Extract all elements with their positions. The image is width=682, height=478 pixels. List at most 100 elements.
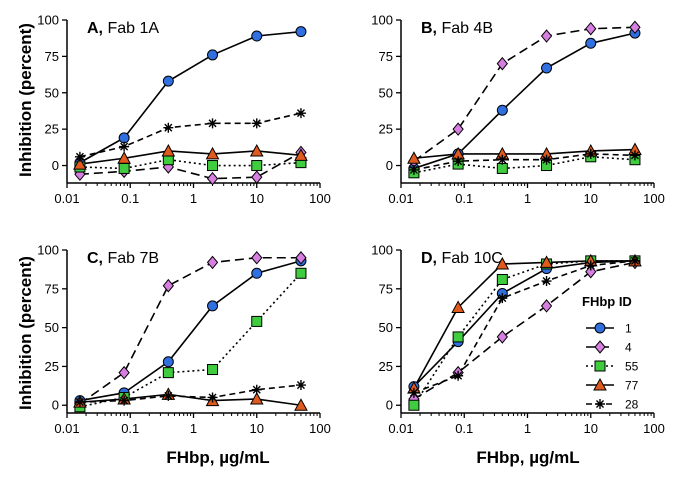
data-point-series-28	[497, 154, 508, 165]
y-tick-label: 100	[37, 13, 59, 28]
data-point-series-28	[163, 122, 174, 133]
x-tick-label: 100	[309, 421, 331, 436]
legend-marker-4	[594, 340, 606, 354]
series-line-1	[413, 260, 635, 388]
y-tick-label: 100	[371, 13, 393, 28]
data-point-series-28	[295, 108, 306, 119]
series-line-28	[413, 153, 635, 171]
panel-3: 0 25 50 75 100 0.01 0.1 1 10 100 C, Fab 7B	[37, 243, 331, 437]
panel-title: B, Fab 4B	[421, 20, 493, 37]
data-point-series-28	[453, 156, 464, 167]
legend-marker-55	[594, 360, 606, 372]
legend-label-1: 1	[625, 322, 632, 336]
data-point-series-77	[294, 398, 308, 411]
data-point-series-28	[453, 370, 464, 381]
panel-title-letter: B,	[421, 20, 441, 37]
y-tick-label: 75	[379, 49, 393, 64]
y-tick-label: 0	[52, 158, 59, 173]
data-point-series-1	[207, 49, 219, 61]
x-tick-label: 10	[250, 421, 264, 436]
data-point-series-4	[251, 170, 263, 184]
data-point-series-28	[119, 395, 130, 406]
series-line-4	[79, 151, 302, 180]
data-point-series-28	[207, 118, 218, 129]
series-line-77	[413, 260, 635, 389]
data-point-series-55	[118, 162, 130, 174]
y-axis-title-top: Inhibition (percent)	[16, 23, 35, 177]
data-point-series-1	[496, 104, 508, 116]
data-point-series-77	[451, 300, 465, 313]
legend-label-77: 77	[625, 379, 639, 393]
series-line-55	[79, 272, 302, 408]
legend-label-4: 4	[625, 341, 632, 355]
data-point-series-4	[496, 330, 508, 344]
series-line-28	[79, 112, 302, 158]
panel-title-text: Fab 7B	[107, 250, 159, 267]
x-axis-title-right: FHbp, µg/mL	[476, 448, 579, 467]
data-point-series-55	[207, 364, 219, 376]
legend-marker-1	[594, 322, 606, 334]
data-point-series-28	[251, 118, 262, 129]
panel-title-text: Fab 1A	[107, 20, 159, 37]
y-tick-label: 100	[37, 243, 59, 258]
legend-title: FHbp ID	[582, 294, 632, 309]
data-point-series-1	[162, 75, 174, 87]
x-tick-label: 0.01	[388, 191, 413, 206]
data-point-series-55	[251, 160, 263, 172]
series-line-77	[79, 150, 302, 165]
data-point-series-55	[496, 273, 508, 285]
panel-2: 0 25 50 75 100 0.01 0.1 1 10 100 B, Fab 4B	[371, 13, 665, 207]
x-tick-label: 1	[190, 191, 197, 206]
data-point-series-77	[539, 255, 554, 268]
panel-title-text: Fab 10C	[441, 250, 502, 267]
data-point-series-55	[452, 331, 464, 343]
series-line-4	[413, 26, 635, 162]
data-point-series-28	[541, 154, 552, 165]
series-line-28	[79, 384, 302, 403]
data-point-series-77	[249, 143, 264, 157]
data-point-series-1	[251, 267, 263, 279]
data-point-series-77	[294, 148, 308, 161]
data-point-series-77	[249, 391, 264, 405]
y-tick-label: 0	[386, 158, 393, 173]
x-tick-label: 10	[584, 421, 598, 436]
y-axis-title-bottom: Inhibition (percent)	[16, 256, 35, 410]
x-tick-label: 100	[643, 191, 665, 206]
data-point-series-55	[251, 315, 263, 327]
legend: FHbp ID 1 4 55 77 28	[582, 294, 639, 412]
series-line-1	[79, 30, 302, 164]
panel-1: 0 25 50 75 100 0.01 0.1 1 10 100 A, Fab 1A	[37, 13, 331, 207]
data-point-series-55	[408, 399, 420, 411]
data-point-series-55	[496, 162, 508, 174]
y-tick-label: 75	[45, 281, 59, 296]
data-point-series-4	[452, 122, 464, 136]
data-point-series-28	[163, 390, 174, 401]
data-point-series-77	[495, 256, 510, 270]
data-point-series-1	[207, 300, 219, 312]
data-point-series-55	[207, 160, 219, 172]
legend-label-28: 28	[625, 398, 639, 412]
series-line-1	[413, 32, 636, 170]
legend-label-55: 55	[625, 360, 639, 374]
x-tick-label: 10	[584, 191, 598, 206]
x-tick-label: 0.01	[388, 421, 413, 436]
panel-title: D, Fab 10C	[421, 250, 503, 267]
x-tick-label: 100	[309, 191, 331, 206]
data-point-series-4	[251, 250, 263, 265]
data-point-series-4	[118, 365, 130, 380]
x-tick-label: 1	[524, 421, 531, 436]
data-point-series-28	[408, 164, 419, 175]
y-tick-label: 75	[379, 281, 393, 296]
y-tick-label: 25	[379, 359, 393, 374]
x-axis-title-left: FHbp, µg/mL	[166, 448, 269, 467]
x-tick-label: 0.01	[54, 421, 79, 436]
data-point-series-28	[585, 260, 596, 271]
data-point-series-77	[407, 151, 421, 164]
y-tick-label: 0	[386, 398, 393, 413]
y-tick-label: 25	[379, 122, 393, 137]
data-point-series-4	[540, 299, 553, 313]
series-line-28	[413, 260, 636, 394]
